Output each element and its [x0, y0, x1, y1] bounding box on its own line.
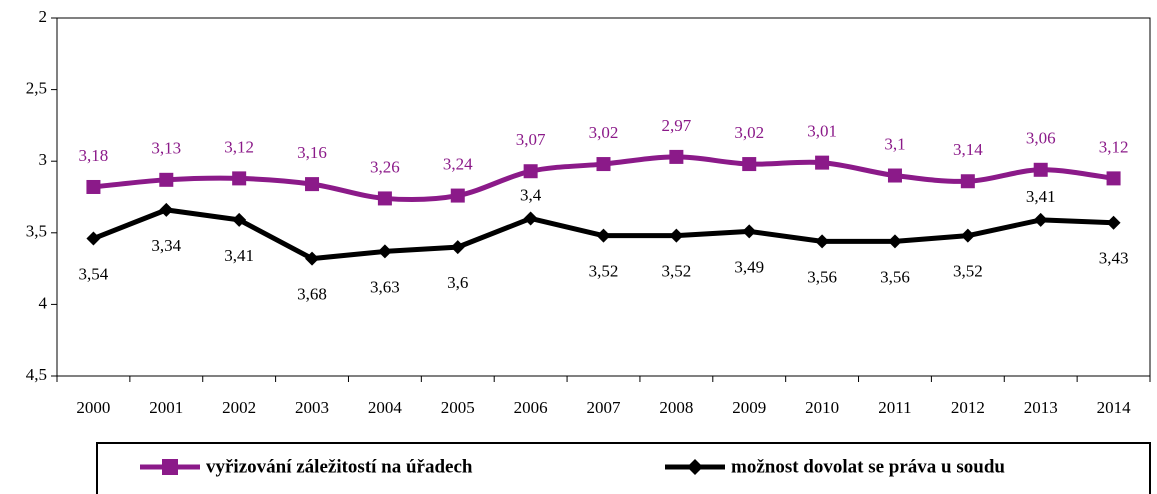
data-label: 3,02	[589, 123, 619, 142]
y-tick-label: 4,5	[26, 365, 47, 384]
data-label: 3,68	[297, 284, 327, 303]
data-label: 2,97	[661, 116, 691, 135]
y-tick-label: 4	[39, 293, 48, 312]
data-point	[960, 228, 975, 243]
data-label: 3,63	[370, 277, 400, 296]
data-point	[450, 188, 465, 203]
x-tick-label: 2004	[368, 398, 403, 417]
x-tick-label: 2014	[1097, 398, 1132, 417]
data-label: 3,16	[297, 143, 327, 162]
data-point	[232, 171, 247, 186]
data-point	[1106, 215, 1121, 230]
data-point	[377, 191, 392, 206]
x-tick-label: 2010	[805, 398, 839, 417]
data-label: 3,52	[661, 262, 691, 281]
x-tick-label: 2005	[441, 398, 475, 417]
x-tick-label: 2012	[951, 398, 985, 417]
data-label: 3,41	[1026, 187, 1056, 206]
data-point	[596, 157, 611, 172]
data-point	[742, 157, 757, 172]
data-point	[669, 149, 684, 164]
data-label: 3,06	[1026, 129, 1056, 148]
data-point	[450, 240, 465, 255]
data-label: 3,24	[443, 154, 473, 173]
x-tick-label: 2007	[587, 398, 622, 417]
legend-box	[96, 442, 1151, 494]
x-tick-label: 2003	[295, 398, 329, 417]
legend-marker	[687, 459, 703, 475]
data-point	[305, 177, 320, 192]
legend-marker	[162, 459, 178, 475]
data-point	[742, 224, 757, 239]
data-point	[815, 155, 830, 170]
data-point	[523, 211, 538, 226]
data-point	[1106, 171, 1121, 186]
x-tick-label: 2001	[149, 398, 183, 417]
data-label: 3,26	[370, 157, 400, 176]
data-point	[669, 228, 684, 243]
x-tick-label: 2006	[514, 398, 548, 417]
legend-text: možnost dovolat se práva u soudu	[731, 456, 1005, 477]
data-label: 3,01	[807, 122, 837, 141]
data-label: 3,12	[1099, 137, 1129, 156]
data-point	[159, 172, 174, 187]
x-tick-label: 2000	[76, 398, 110, 417]
data-label: 3,1	[884, 134, 905, 153]
data-label: 3,43	[1099, 249, 1129, 268]
data-point	[305, 251, 320, 266]
data-point	[159, 202, 174, 217]
data-point	[1033, 212, 1048, 227]
legend-text: vyřizování záležitostí na úřadech	[206, 456, 473, 477]
data-point	[377, 244, 392, 259]
x-tick-label: 2013	[1024, 398, 1058, 417]
data-point	[596, 228, 611, 243]
data-point	[815, 234, 830, 249]
data-label: 3,13	[151, 139, 181, 158]
data-label: 3,14	[953, 140, 983, 159]
data-point	[887, 168, 902, 183]
data-label: 3,12	[224, 137, 254, 156]
data-label: 3,6	[447, 273, 468, 292]
y-tick-label: 3	[39, 150, 48, 169]
data-point	[523, 164, 538, 179]
x-tick-label: 2009	[732, 398, 766, 417]
data-point	[1033, 162, 1048, 177]
x-tick-label: 2011	[878, 398, 911, 417]
y-tick-label: 3,5	[26, 222, 47, 241]
plot-area	[56, 17, 1151, 377]
data-label: 3,56	[880, 267, 910, 286]
data-point	[86, 179, 101, 194]
data-label: 3,49	[734, 257, 764, 276]
data-label: 3,18	[79, 146, 109, 165]
data-label: 3,34	[151, 236, 181, 255]
y-tick-label: 2,5	[26, 79, 47, 98]
data-label: 3,07	[516, 130, 546, 149]
x-tick-label: 2008	[659, 398, 693, 417]
data-label: 3,52	[953, 262, 983, 281]
x-tick-label: 2002	[222, 398, 256, 417]
data-point	[232, 212, 247, 227]
data-label: 3,52	[589, 262, 619, 281]
data-point	[86, 231, 101, 246]
data-point	[960, 174, 975, 189]
data-label: 3,4	[520, 185, 542, 204]
data-point	[887, 234, 902, 249]
data-label: 3,56	[807, 267, 837, 286]
data-label: 3,41	[224, 246, 254, 265]
y-tick-label: 2	[39, 7, 48, 26]
data-label: 3,02	[734, 123, 764, 142]
data-label: 3,54	[79, 264, 109, 283]
